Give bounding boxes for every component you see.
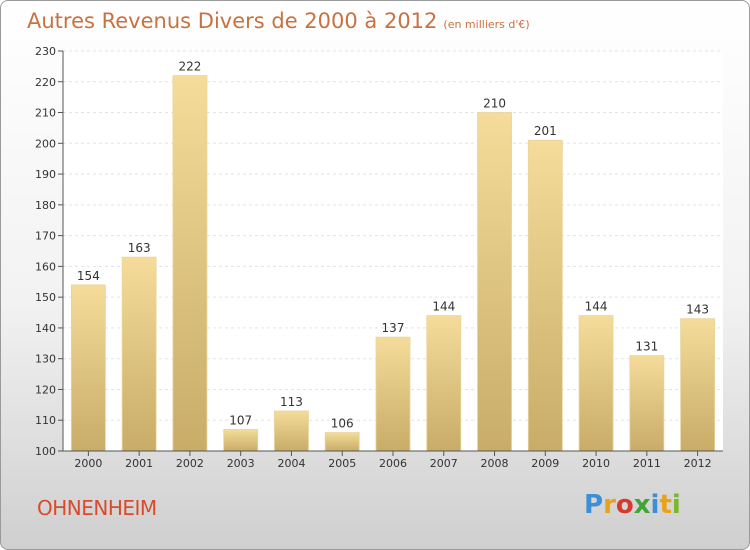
bar	[324, 432, 360, 452]
y-tick-label: 190	[35, 168, 56, 181]
value-label: 107	[229, 413, 252, 427]
commune-name: OHNENHEIM	[37, 496, 157, 520]
bar	[527, 139, 563, 452]
bar	[172, 75, 208, 452]
bar	[629, 355, 665, 452]
bar	[70, 284, 106, 452]
value-label: 131	[635, 340, 658, 354]
title-unit: (en milliers d'€)	[443, 18, 530, 31]
y-tick-label: 120	[35, 383, 56, 396]
bar	[426, 315, 462, 452]
value-label: 201	[534, 124, 557, 138]
value-label: 106	[331, 417, 354, 431]
value-label: 154	[77, 269, 100, 283]
bar	[274, 410, 309, 452]
y-tick-label: 170	[35, 230, 56, 243]
x-tick-label: 2004	[277, 457, 305, 470]
bar	[578, 315, 614, 452]
x-tick-label: 2012	[684, 457, 712, 470]
x-tick-label: 2008	[481, 457, 509, 470]
chart-title: Autres Revenus Divers de 2000 à 2012 (en …	[27, 9, 530, 33]
x-tick-label: 2011	[633, 457, 661, 470]
value-label: 222	[178, 60, 201, 74]
y-tick-label: 200	[35, 137, 56, 150]
x-tick-label: 2009	[531, 457, 559, 470]
value-label: 144	[432, 300, 455, 314]
labels: 100 110 120 130 140 150 160 170 180 190 200 210 220 2…	[35, 45, 712, 470]
bars	[70, 75, 716, 452]
x-tick-label: 2001	[125, 457, 153, 470]
proxiti-logo: Proxiti	[584, 490, 681, 520]
y-tick-label: 210	[35, 107, 56, 120]
x-tick-label: 2003	[227, 457, 255, 470]
bar	[680, 318, 716, 452]
title-main: Autres Revenus Divers de 2000 à 2012	[27, 9, 438, 33]
y-tick-label: 130	[35, 353, 56, 366]
y-tick-label: 160	[35, 260, 56, 273]
logo-letter: i	[650, 490, 660, 520]
x-tick-label: 2007	[430, 457, 458, 470]
x-tick-label: 2006	[379, 457, 407, 470]
bar	[477, 112, 512, 452]
value-label: 137	[382, 321, 405, 335]
x-tick-label: 2000	[74, 457, 102, 470]
value-label: 210	[483, 97, 506, 111]
x-tick-label: 2002	[176, 457, 204, 470]
y-tick-label: 220	[35, 76, 56, 89]
logo-letter: t	[659, 490, 672, 520]
y-tick-label: 180	[35, 199, 56, 212]
y-tick-label: 230	[35, 45, 56, 58]
logo-letter: P	[584, 490, 604, 520]
logo-letter: x	[633, 490, 651, 520]
x-tick-label: 2010	[582, 457, 610, 470]
y-tick-label: 110	[35, 414, 56, 427]
y-tick-label: 100	[35, 445, 56, 458]
axes	[58, 50, 723, 456]
value-label: 143	[686, 303, 709, 317]
logo-letter: o	[615, 490, 634, 520]
value-label: 144	[585, 300, 608, 314]
y-tick-label: 140	[35, 322, 56, 335]
bar	[223, 429, 259, 452]
bar	[121, 256, 157, 452]
logo-letter: i	[671, 490, 681, 520]
y-tick-label: 150	[35, 291, 56, 304]
logo-letter: r	[603, 490, 616, 520]
x-tick-label: 2005	[328, 457, 356, 470]
value-label: 113	[280, 395, 303, 409]
value-label: 163	[128, 241, 151, 255]
bar	[375, 336, 411, 452]
